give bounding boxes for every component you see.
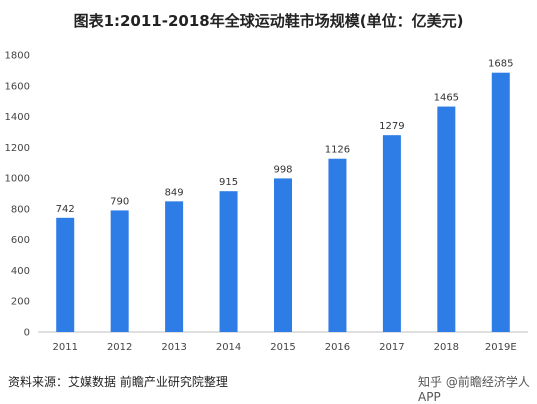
y-tick-label: 1000 (5, 174, 30, 185)
bar-2011 (56, 217, 75, 332)
x-tick-label: 2015 (270, 342, 295, 353)
x-tick-label: 2016 (325, 342, 350, 353)
bar-2015 (274, 178, 292, 332)
y-tick-label: 800 (11, 204, 30, 215)
data-label: 915 (219, 177, 238, 188)
x-tick-label: 2012 (107, 342, 132, 353)
data-label: 998 (273, 164, 292, 175)
y-tick-label: 1800 (5, 51, 30, 62)
y-axis: 0 200 400 600 800 1000 1200 1400 1600 1800 (5, 51, 30, 339)
data-label: 849 (165, 187, 184, 198)
watermark-text: 知乎 @前瞻经济学人APP (418, 375, 530, 404)
x-tick-label: 2017 (379, 342, 404, 353)
y-tick-label: 400 (11, 266, 30, 277)
bar-2013 (165, 201, 184, 332)
bar-2012 (110, 210, 129, 332)
bar-2019E (491, 72, 510, 333)
data-label: 1126 (325, 145, 350, 156)
bars: 742 790 849 915 998 1126 1279 1465 1685 (56, 59, 514, 333)
data-label: 1465 (434, 93, 459, 104)
x-tick-label: 2018 (434, 342, 459, 353)
y-tick-label: 1200 (5, 143, 30, 154)
x-tick-label: 2019E (485, 342, 517, 353)
bar-2014 (219, 191, 238, 332)
data-label: 1685 (488, 59, 513, 70)
x-tick-label: 2011 (52, 342, 77, 353)
y-tick-label: 0 (24, 328, 30, 339)
x-tick-label: 2013 (161, 342, 186, 353)
y-tick-label: 1600 (5, 81, 30, 92)
data-label: 742 (56, 204, 75, 215)
bar-2018 (437, 106, 456, 332)
bar-2016 (328, 158, 347, 332)
x-tick-label: 2014 (216, 342, 241, 353)
bar-2017 (382, 135, 401, 332)
y-tick-label: 200 (11, 297, 30, 308)
y-tick-label: 600 (11, 235, 30, 246)
y-tick-label: 1400 (5, 112, 30, 123)
chart-title: 图表1:2011-2018年全球运动鞋市场规模(单位：亿美元) (73, 12, 464, 30)
source-note: 资料来源：艾媒数据 前瞻产业研究院整理 (8, 375, 228, 389)
data-label: 790 (110, 196, 129, 207)
x-axis: 2011 2012 2013 2014 2015 2016 2017 2018 2019E (52, 342, 516, 353)
data-label: 1279 (379, 121, 404, 132)
